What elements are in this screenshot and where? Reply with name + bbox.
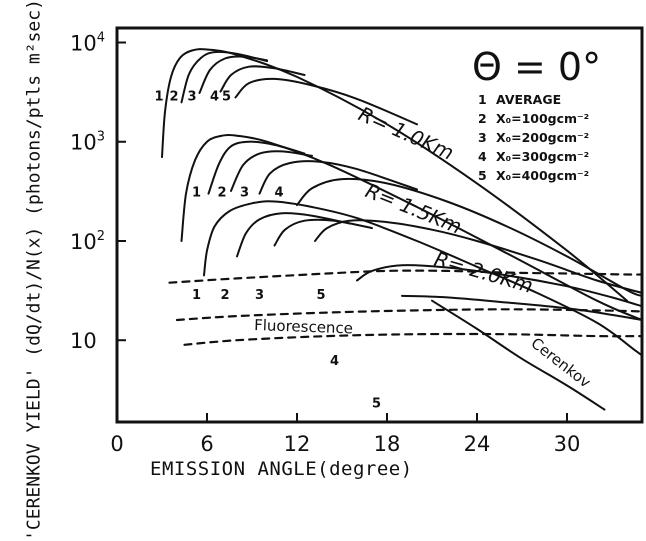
y-tick-label: 102 bbox=[70, 229, 105, 254]
legend-item: 2 X₀=100gcm⁻² bbox=[478, 111, 589, 126]
series-cerenkov-tail-r-2-0km bbox=[401, 294, 643, 321]
legend-item: 4 X₀=300gcm⁻² bbox=[478, 149, 589, 164]
series-r-1-0km-4 bbox=[219, 65, 306, 93]
series-r-2-0km-2 bbox=[236, 212, 351, 258]
legend-item-number: 1 bbox=[478, 92, 487, 107]
legend-item-label: X₀=200gcm⁻² bbox=[496, 130, 589, 145]
curve-number-label: 3 bbox=[255, 288, 264, 303]
curve-number-label: 3 bbox=[187, 90, 196, 105]
curve-number-label: 2 bbox=[220, 288, 229, 303]
curve-number-label: 5 bbox=[222, 90, 231, 105]
legend-items: 1 AVERAGE 2 X₀=100gcm⁻² 3 X₀=200gcm⁻² 4 X₀=300g… bbox=[478, 92, 589, 183]
series-fluorescence-r-1-5km bbox=[175, 308, 644, 322]
y-tick-label: 103 bbox=[70, 130, 105, 155]
curve-number-label: 4 bbox=[274, 186, 283, 201]
x-tick-label: 0 bbox=[110, 432, 123, 456]
legend-item-number: 3 bbox=[478, 130, 487, 145]
x-tick-label: 30 bbox=[554, 432, 581, 456]
series-r-2-0km-1 bbox=[203, 200, 643, 357]
legend-item-number: 2 bbox=[478, 111, 487, 126]
legend: Θ = 0° 1 AVERAGE 2 X₀=100gcm⁻² 3 X₀=200gcm⁻² 4… bbox=[472, 45, 601, 183]
series-cerenkov-tail-steep bbox=[431, 299, 606, 411]
x-axis: 0 6 12 18 24 30 bbox=[110, 413, 580, 456]
legend-item-label: X₀=300gcm⁻² bbox=[496, 149, 589, 164]
series-r-1-5km-3 bbox=[230, 150, 313, 192]
annotation-r-1-0km: R= 1.0Km bbox=[355, 102, 457, 165]
legend-item: 5 X₀=400gcm⁻² bbox=[478, 168, 589, 183]
series-r-2-0km-3 bbox=[273, 218, 373, 247]
y-tick-label: 104 bbox=[70, 31, 105, 56]
x-tick-label: 24 bbox=[464, 432, 491, 456]
curve-number-label: 2 bbox=[217, 186, 226, 201]
curve-number-label: 4 bbox=[210, 90, 219, 105]
legend-item-label: AVERAGE bbox=[496, 92, 561, 107]
curve-number-label: 3 bbox=[240, 186, 249, 201]
y-tick-label: 10 bbox=[70, 329, 97, 353]
series-r-1-5km-1 bbox=[180, 133, 643, 321]
x-axis-label: EMISSION ANGLE(degree) bbox=[150, 458, 413, 480]
series-r-1-0km-3 bbox=[198, 55, 268, 94]
curve-number-label: 5 bbox=[316, 288, 325, 303]
curve-number-label: 1 bbox=[192, 186, 201, 201]
series-r-1-5km-4 bbox=[258, 160, 418, 195]
legend-item-number: 4 bbox=[478, 149, 487, 164]
legend-item: 1 AVERAGE bbox=[478, 92, 561, 107]
curve-number-label: 5 bbox=[372, 396, 381, 411]
series-r-2-0km-4 bbox=[314, 219, 643, 294]
legend-title: Θ = 0° bbox=[472, 45, 601, 89]
series-r-1-0km-2 bbox=[180, 50, 268, 104]
curve-number-label: 1 bbox=[154, 90, 163, 105]
series-fluorescence-r-2-0km bbox=[183, 332, 644, 346]
curve-number-label: 2 bbox=[169, 90, 178, 105]
annotation-fluorescence: Fluorescence bbox=[254, 316, 353, 337]
legend-item-label: X₀=100gcm⁻² bbox=[496, 111, 589, 126]
series-layer bbox=[161, 48, 644, 411]
series-r-1-5km-5 bbox=[296, 177, 643, 297]
y-axis: 104 103 102 10 bbox=[70, 31, 126, 353]
annotation-cerenkov: Cerenkov bbox=[528, 334, 595, 392]
plot-frame bbox=[115, 26, 644, 424]
series-fluorescence-r-1-0km bbox=[168, 269, 644, 284]
curve-number-label: 1 bbox=[192, 288, 201, 303]
series-r-1-5km-2 bbox=[207, 140, 306, 195]
x-tick-label: 12 bbox=[284, 432, 311, 456]
legend-item: 3 X₀=200gcm⁻² bbox=[478, 130, 589, 145]
x-tick-label: 6 bbox=[200, 432, 213, 456]
curve-labels: 1 2 3 4 51 2 3 41 2 3 545 bbox=[154, 90, 381, 412]
series-r-1-0km-5 bbox=[234, 77, 418, 126]
series-r-1-0km-1 bbox=[161, 48, 628, 302]
curve-number-label: 4 bbox=[330, 354, 339, 369]
legend-item-number: 5 bbox=[478, 168, 487, 183]
x-tick-label: 18 bbox=[374, 432, 401, 456]
y-axis-label: 'CERENKOV YIELD' (dQ/dt)/N(x) (photons/p… bbox=[23, 0, 45, 541]
legend-item-label: X₀=400gcm⁻² bbox=[496, 168, 589, 183]
series-r-2-0km-5 bbox=[356, 264, 643, 308]
